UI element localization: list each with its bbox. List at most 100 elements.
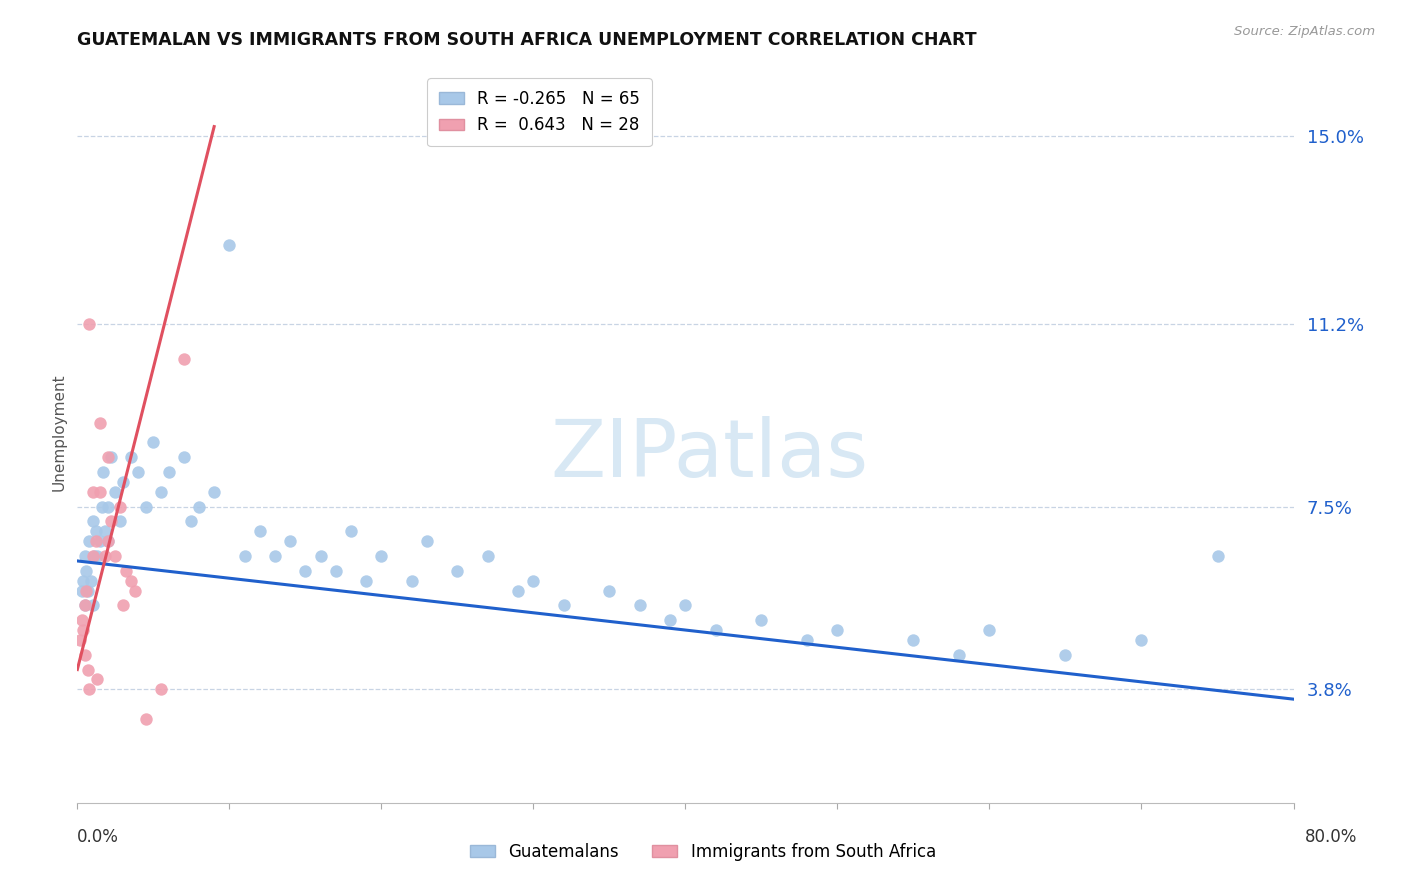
Point (97, 500, 120, 514)
Point (73, 599, 96, 613)
Point (97, 450, 120, 465)
Point (477, 549, 499, 563)
Point (135, 712, 157, 726)
Point (628, 599, 651, 613)
Point (90, 500, 112, 514)
Point (104, 549, 127, 563)
Point (120, 450, 142, 465)
Point (89, 534, 111, 549)
Point (325, 564, 347, 578)
Point (111, 475, 134, 489)
Point (86, 549, 108, 563)
Point (948, 648, 970, 662)
Point (79, 682, 101, 697)
Point (598, 583, 620, 598)
Point (508, 583, 530, 598)
Point (675, 599, 697, 613)
Point (75, 564, 97, 578)
Point (72, 623, 94, 637)
Point (84, 524, 107, 539)
Point (97, 534, 120, 549)
Point (751, 613, 773, 627)
Point (522, 574, 544, 588)
Point (1054, 648, 1077, 662)
Point (70, 613, 93, 627)
Point (979, 623, 1001, 637)
Point (70, 583, 93, 598)
Point (446, 564, 468, 578)
Point (124, 583, 146, 598)
Text: 80.0%: 80.0% (1305, 828, 1357, 846)
Text: 0.0%: 0.0% (77, 828, 120, 846)
Point (553, 599, 575, 613)
Point (416, 534, 439, 549)
Point (73, 648, 96, 662)
Point (827, 623, 849, 637)
Point (218, 238, 240, 252)
Point (704, 623, 727, 637)
Point (1206, 549, 1229, 563)
Point (91, 465, 114, 479)
Point (93, 524, 115, 539)
Point (89, 416, 111, 430)
Point (149, 484, 172, 499)
Point (188, 500, 211, 514)
Point (340, 524, 363, 539)
Text: Source: ZipAtlas.com: Source: ZipAtlas.com (1234, 25, 1375, 38)
Point (127, 465, 149, 479)
Point (89, 484, 111, 499)
Point (903, 632, 925, 647)
Point (75, 583, 97, 598)
Point (100, 450, 122, 465)
Point (309, 549, 332, 563)
Point (82, 515, 104, 529)
Point (82, 484, 104, 499)
Point (108, 500, 131, 514)
Point (278, 534, 301, 549)
Point (79, 534, 101, 549)
Point (100, 515, 122, 529)
Y-axis label: Unemployment: Unemployment (51, 374, 66, 491)
Point (173, 351, 195, 366)
Point (108, 515, 131, 529)
Point (354, 574, 377, 588)
Point (77, 583, 100, 598)
Point (120, 574, 142, 588)
Point (659, 613, 682, 627)
Point (370, 549, 392, 563)
Point (86, 673, 108, 687)
Text: ZIPatlas: ZIPatlas (551, 416, 869, 494)
Point (111, 599, 134, 613)
Point (135, 500, 157, 514)
Point (69, 632, 91, 647)
Point (72, 574, 94, 588)
Point (93, 549, 115, 563)
Point (115, 564, 138, 578)
Point (97, 534, 120, 549)
Point (83, 549, 105, 563)
Point (73, 549, 96, 563)
Point (1130, 632, 1153, 647)
Point (401, 574, 423, 588)
Point (796, 632, 818, 647)
Point (233, 549, 256, 563)
Point (82, 549, 104, 563)
Point (80, 574, 103, 588)
Point (249, 524, 271, 539)
Point (77, 663, 100, 677)
Point (157, 465, 180, 479)
Point (104, 484, 127, 499)
Point (84, 534, 107, 549)
Point (180, 515, 202, 529)
Point (82, 599, 104, 613)
Point (294, 564, 316, 578)
Point (73, 599, 96, 613)
Point (79, 317, 101, 331)
Point (142, 435, 165, 450)
Point (149, 682, 172, 697)
Point (202, 484, 225, 499)
Text: GUATEMALAN VS IMMIGRANTS FROM SOUTH AFRICA UNEMPLOYMENT CORRELATION CHART: GUATEMALAN VS IMMIGRANTS FROM SOUTH AFRI… (77, 31, 977, 49)
Legend: Guatemalans, Immigrants from South Africa: Guatemalans, Immigrants from South Afric… (464, 837, 942, 868)
Legend: R = -0.265   N = 65, R =  0.643   N = 28: R = -0.265 N = 65, R = 0.643 N = 28 (427, 78, 652, 146)
Point (173, 450, 195, 465)
